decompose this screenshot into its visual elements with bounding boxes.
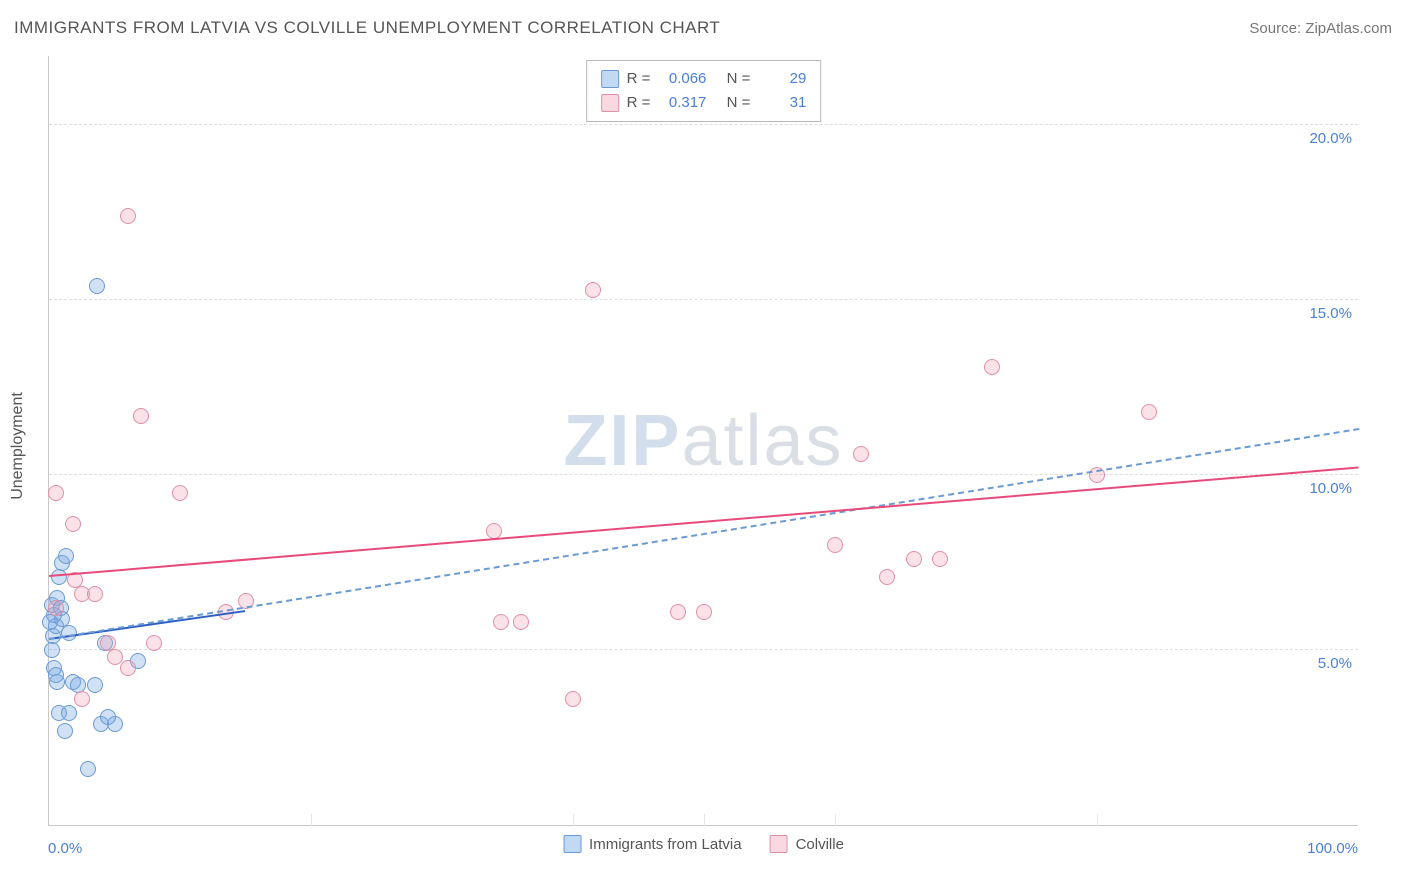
source-link[interactable]: ZipAtlas.com: [1305, 20, 1392, 37]
y-axis-label: Unemployment: [9, 392, 27, 500]
n-label: N =: [727, 91, 751, 115]
swatch-latvia-icon: [563, 835, 581, 853]
data-point-colville: [65, 516, 81, 532]
r-value-colville: 0.317: [658, 91, 706, 115]
data-point-latvia: [61, 705, 77, 721]
gridline-v: [835, 814, 836, 826]
watermark: ZIPatlas: [563, 400, 843, 482]
gridline-v: [573, 814, 574, 826]
source-attribution: Source: ZipAtlas.com: [1249, 20, 1392, 37]
gridline-h: [49, 299, 1358, 300]
n-value-colville: 31: [758, 91, 806, 115]
data-point-latvia: [61, 625, 77, 641]
r-value-latvia: 0.066: [658, 67, 706, 91]
data-point-colville: [984, 359, 1000, 375]
trendline-colville-solid: [49, 466, 1359, 576]
data-point-colville: [48, 485, 64, 501]
data-point-colville: [48, 600, 64, 616]
legend-label-colville: Colville: [796, 836, 844, 853]
data-point-colville: [1141, 404, 1157, 420]
x-tick-max: 100.0%: [1307, 840, 1358, 857]
n-label: N =: [727, 67, 751, 91]
data-point-colville: [906, 551, 922, 567]
swatch-colville-icon: [770, 835, 788, 853]
data-point-colville: [87, 586, 103, 602]
chart-header: IMMIGRANTS FROM LATVIA VS COLVILLE UNEMP…: [14, 18, 1392, 38]
legend-item-colville: Colville: [770, 835, 844, 853]
legend-item-latvia: Immigrants from Latvia: [563, 835, 742, 853]
data-point-latvia: [48, 667, 64, 683]
gridline-v: [704, 814, 705, 826]
x-tick-min: 0.0%: [48, 840, 82, 857]
legend-label-latvia: Immigrants from Latvia: [589, 836, 742, 853]
chart-title: IMMIGRANTS FROM LATVIA VS COLVILLE UNEMP…: [14, 18, 720, 38]
y-tick-label: 15.0%: [1309, 305, 1352, 322]
data-point-colville: [172, 485, 188, 501]
data-point-colville: [853, 446, 869, 462]
swatch-colville-icon: [601, 94, 619, 112]
data-point-latvia: [57, 723, 73, 739]
data-point-colville: [513, 614, 529, 630]
y-tick-label: 5.0%: [1318, 655, 1352, 672]
data-point-latvia: [100, 709, 116, 725]
correlation-legend: R = 0.066 N = 29 R = 0.317 N = 31: [586, 60, 822, 122]
y-tick-label: 20.0%: [1309, 130, 1352, 147]
data-point-colville: [879, 569, 895, 585]
data-point-latvia: [44, 642, 60, 658]
data-point-colville: [827, 537, 843, 553]
watermark-atlas: atlas: [681, 401, 843, 481]
legend-row-colville: R = 0.317 N = 31: [601, 91, 807, 115]
data-point-colville: [670, 604, 686, 620]
legend-row-latvia: R = 0.066 N = 29: [601, 67, 807, 91]
data-point-colville: [493, 614, 509, 630]
data-point-latvia: [80, 761, 96, 777]
data-point-colville: [565, 691, 581, 707]
source-label: Source:: [1249, 20, 1305, 37]
gridline-h: [49, 649, 1358, 650]
swatch-latvia-icon: [601, 70, 619, 88]
data-point-colville: [74, 691, 90, 707]
data-point-latvia: [89, 278, 105, 294]
data-point-colville: [146, 635, 162, 651]
data-point-colville: [696, 604, 712, 620]
r-label: R =: [627, 91, 651, 115]
data-point-colville: [585, 282, 601, 298]
scatter-plot-area: ZIPatlas R = 0.066 N = 29 R = 0.317 N = …: [48, 56, 1358, 826]
series-legend: Immigrants from Latvia Colville: [563, 835, 844, 853]
data-point-colville: [133, 408, 149, 424]
data-point-latvia: [58, 548, 74, 564]
watermark-zip: ZIP: [563, 401, 681, 481]
n-value-latvia: 29: [758, 67, 806, 91]
data-point-colville: [932, 551, 948, 567]
gridline-v: [311, 814, 312, 826]
data-point-colville: [120, 660, 136, 676]
data-point-colville: [120, 208, 136, 224]
gridline-h: [49, 124, 1358, 125]
y-tick-label: 10.0%: [1309, 480, 1352, 497]
gridline-h: [49, 474, 1358, 475]
data-point-latvia: [87, 677, 103, 693]
gridline-v: [1097, 814, 1098, 826]
r-label: R =: [627, 67, 651, 91]
